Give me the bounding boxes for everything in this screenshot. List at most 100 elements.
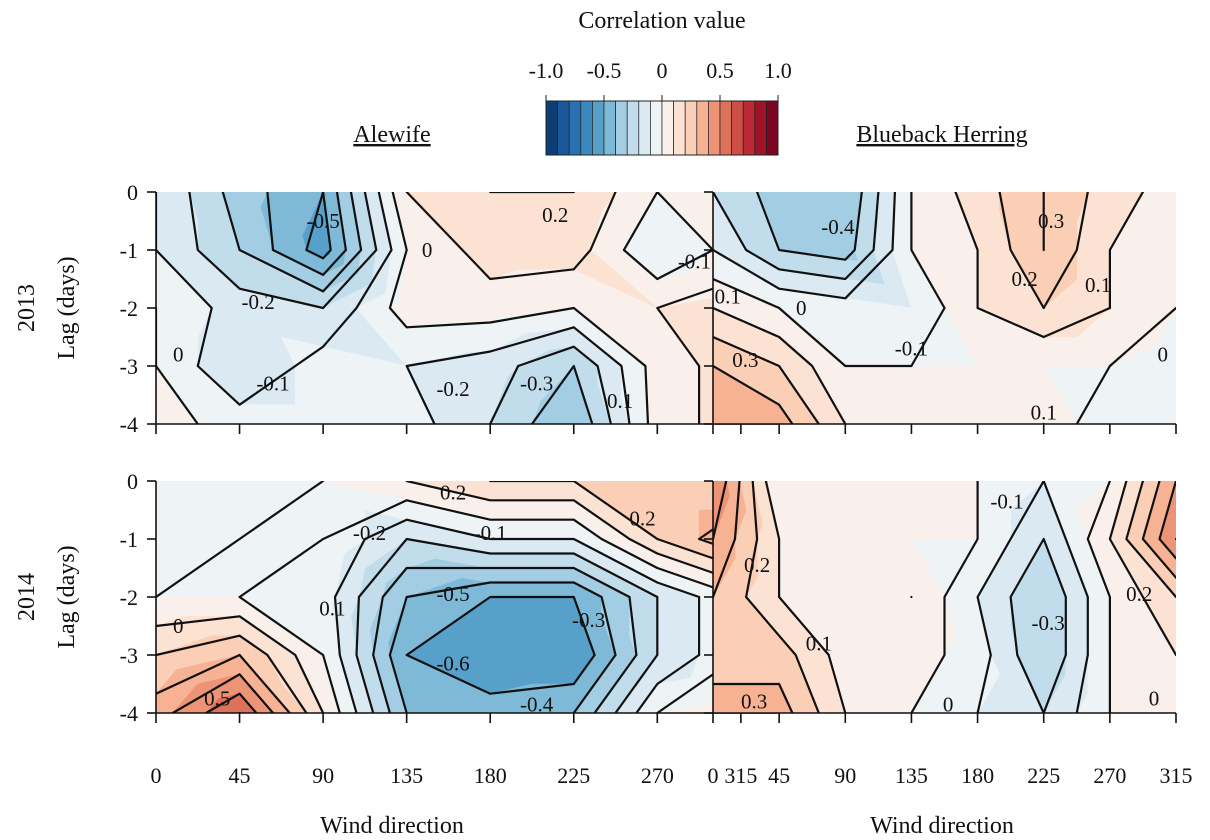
- contour-band: [406, 654, 491, 713]
- contour-label: 0.3: [741, 689, 767, 713]
- contour-line: [388, 581, 617, 713]
- y-axis-label-2014: Lag (days): [54, 545, 80, 648]
- contour-band: [1043, 307, 1078, 338]
- contour-band: [1109, 365, 1176, 424]
- x-tick-label: 315: [724, 763, 757, 788]
- contour-label: -0.3: [572, 608, 605, 632]
- y-tick-label: -3: [120, 354, 138, 379]
- contour-label: -0.1: [474, 521, 507, 545]
- contour-band: [656, 365, 700, 424]
- contour-body: -0.5 0.2 -0.1 0 -0.2 0 -0.1 -0.2 -0.3 0.1: [156, 192, 778, 424]
- contour-label: 0.2: [1011, 267, 1037, 291]
- contour-band: [977, 365, 1045, 424]
- colorbar-tick-labels: -1.0 -0.5 0 0.5 1.0: [529, 58, 792, 101]
- x-tick-label: 45: [768, 763, 790, 788]
- contour-band: [156, 615, 213, 656]
- colorbar-tick-label: 1.0: [764, 58, 792, 83]
- contour-labels: -0.5 0.2 -0.1 0 -0.2 0 -0.1 -0.2 -0.3 0.1: [173, 203, 711, 413]
- contour-label: -0.3: [520, 371, 553, 395]
- contour-line: [713, 481, 1176, 560]
- colorbar-cell: [545, 100, 558, 156]
- colorbar-cell: [557, 100, 570, 156]
- contour-label: 0.3: [732, 348, 758, 372]
- colorbar-cell: [673, 100, 686, 156]
- colorbar-cell: [684, 100, 698, 156]
- contour-band: [489, 365, 508, 424]
- contour-line: [305, 192, 332, 260]
- colorbar-cell: [626, 100, 640, 156]
- y-tick-label: -3: [120, 643, 138, 668]
- x-tick-label: 90: [312, 763, 334, 788]
- contour-line: [372, 566, 638, 713]
- colorbar-cell: [742, 100, 756, 156]
- contour-label: 0: [796, 296, 807, 320]
- colorbar-cell: [615, 100, 628, 156]
- contour-fills: [713, 481, 1176, 713]
- contour-line: [713, 192, 1144, 424]
- colorbar-tick-label: 0: [657, 58, 668, 83]
- contour-line: [266, 192, 347, 276]
- contour-lines: [713, 481, 1176, 713]
- contour-label: -0.1: [895, 337, 928, 361]
- contour-label: 0: [173, 614, 184, 638]
- x-tick-label: 225: [557, 763, 590, 788]
- x-tick-label: 180: [474, 763, 507, 788]
- contour-line: [713, 192, 880, 281]
- x-tick-label: 180: [961, 763, 994, 788]
- contour-body: -0.4 0.3 0.2 0.1 0.1 0 -0.1 0 0.3 0.1: [713, 192, 1176, 424]
- contour-line: [355, 537, 659, 713]
- colorbar-cell: [638, 100, 651, 156]
- x-tick-label: 135: [390, 763, 423, 788]
- x-tick-label: 315: [1160, 763, 1193, 788]
- x-tick-label: 90: [834, 763, 856, 788]
- contour-label: -0.1: [990, 489, 1023, 513]
- contour-label: 0: [1158, 342, 1169, 366]
- x-tick-label: 270: [1093, 763, 1126, 788]
- contour-body: 0.20.2-0.2-0.1-0.5-0.30.100-0.6-0.40.5: [156, 481, 778, 713]
- contour-label: 0.1: [1031, 400, 1057, 424]
- contour-band: [1043, 673, 1089, 713]
- colorbar-cell: [650, 100, 663, 156]
- contour-band: [1043, 364, 1078, 424]
- contour-label: 0.2: [542, 203, 568, 227]
- contour-label: 0.1: [1085, 273, 1111, 297]
- contour-line: [713, 192, 1089, 424]
- colorbar-cell: [766, 100, 779, 156]
- colorbar-frame: [545, 100, 779, 156]
- contour-band: [406, 538, 436, 569]
- contour-line: [156, 192, 631, 424]
- y-tick-label: 0: [127, 180, 138, 205]
- contour-band: [844, 365, 912, 424]
- y-tick-label: -2: [120, 585, 138, 610]
- x-axis-label-alewife: Wind direction: [320, 813, 464, 839]
- colorbar-cell: [754, 100, 767, 156]
- panel-blueback-herring-2013: -0.4 0.3 0.2 0.1 0.1 0 -0.1 0 0.3 0.1: [704, 191, 1177, 434]
- y-tick-label: -4: [120, 701, 138, 726]
- row-title-2014: 2014: [14, 573, 40, 621]
- contour-band: [239, 404, 324, 424]
- contour-labels: -0.1 0.2 0.2 -0.3 0.1 0 0.3 0: [741, 489, 1160, 713]
- contour-line: [976, 481, 1089, 713]
- contour-band: [713, 365, 780, 424]
- contour-line: [205, 692, 258, 713]
- y-tick-label: -2: [120, 296, 138, 321]
- y-tick-label: 0: [127, 469, 138, 494]
- contour-band: [844, 654, 912, 713]
- contour-label: 0.5: [204, 687, 230, 711]
- contour-label: 0.1: [607, 389, 633, 413]
- contour-band: [489, 307, 503, 323]
- contour-label: 0: [173, 342, 184, 366]
- contour-labels: -0.4 0.3 0.2 0.1 0.1 0 -0.1 0 0.3 0.1: [715, 209, 1168, 424]
- contour-label: -0.5: [306, 209, 339, 233]
- contour-body: -0.1 0.2 0.2 -0.3 0.1 0 0.3 0: [713, 481, 1176, 713]
- colorbar-cell: [719, 100, 732, 156]
- x-tick-label: 135: [895, 763, 928, 788]
- contour-band: [1076, 693, 1111, 713]
- contour-label: -0.2: [241, 290, 274, 314]
- contour-line: [156, 192, 715, 424]
- contour-band: [573, 249, 658, 309]
- contour-label: 0: [1149, 687, 1160, 711]
- contour-line: [405, 595, 596, 695]
- contour-label: 0: [422, 238, 433, 262]
- contour-label: 0.1: [715, 284, 741, 308]
